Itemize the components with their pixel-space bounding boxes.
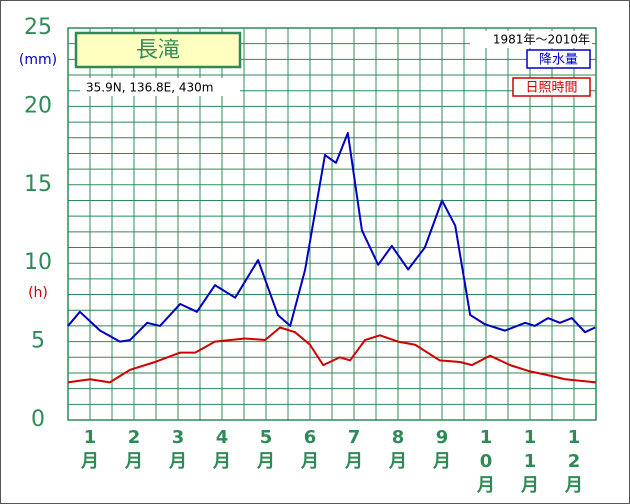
subtitle-bg bbox=[80, 78, 240, 96]
x-tick-label: 6月 bbox=[301, 427, 319, 472]
series-line bbox=[67, 132, 596, 343]
y-tick-label: 5 bbox=[31, 329, 45, 354]
y-tick-label: 20 bbox=[24, 93, 52, 118]
x-tick-label: 12月 bbox=[565, 427, 583, 496]
legend-label: 降水量 bbox=[539, 53, 578, 68]
x-tick-label: 5月 bbox=[257, 427, 275, 472]
plot-border bbox=[67, 27, 597, 421]
legend-box bbox=[512, 77, 591, 97]
subtitle: 35.9N, 136.8E, 430m bbox=[86, 81, 213, 95]
x-tick-label: 8月 bbox=[389, 427, 407, 472]
series-line bbox=[67, 326, 597, 384]
x-tick-label: 9月 bbox=[433, 427, 451, 472]
x-tick-label: 2月 bbox=[125, 427, 143, 472]
x-tick-label: 1月 bbox=[81, 427, 99, 472]
x-tick-label: 3月 bbox=[169, 427, 187, 472]
y-tick-label: 15 bbox=[24, 172, 52, 197]
period-bg bbox=[470, 31, 592, 48]
legend-box bbox=[526, 49, 591, 69]
y-tick-label: 25 bbox=[24, 15, 52, 40]
y-unit-label: (mm) bbox=[19, 52, 57, 68]
y-tick-label: 0 bbox=[31, 407, 45, 432]
y-tick-label: 10 bbox=[24, 250, 52, 275]
x-tick-label: 11月 bbox=[521, 427, 539, 496]
period: 1981年～2010年 bbox=[493, 33, 590, 47]
x-tick-label: 4月 bbox=[213, 427, 231, 472]
legend-label: 日照時間 bbox=[525, 81, 577, 96]
x-tick-label: 7月 bbox=[345, 427, 363, 472]
y2-unit-label: (h) bbox=[28, 285, 48, 301]
x-tick-label: 10月 bbox=[477, 427, 495, 496]
title-box bbox=[74, 31, 242, 69]
chart-title: 長滝 bbox=[136, 38, 180, 63]
